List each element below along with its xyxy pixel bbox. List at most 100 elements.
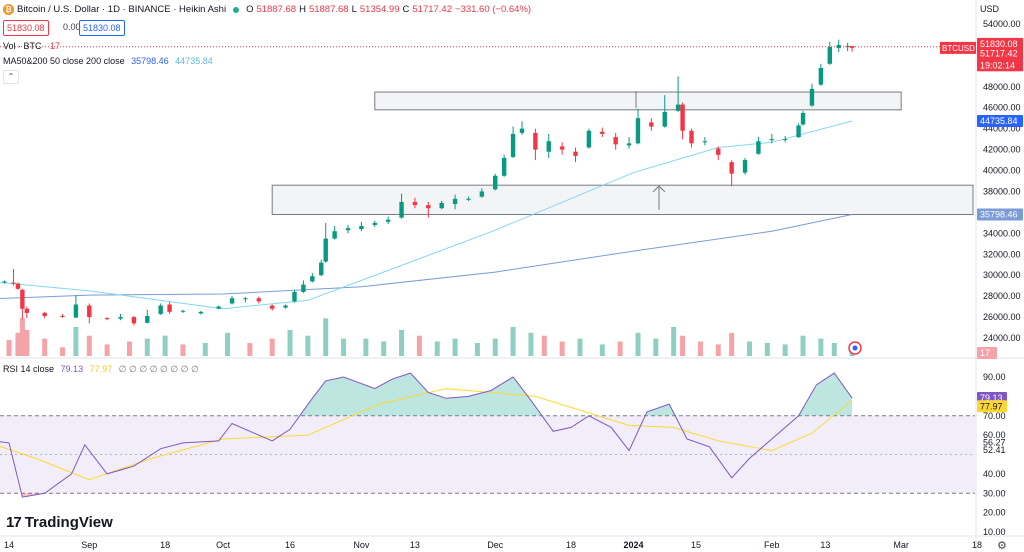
candle-body	[104, 318, 110, 320]
rsi-tick-label: 90.00	[983, 372, 1006, 382]
candle-body	[158, 305, 163, 314]
open-label: O	[246, 4, 254, 15]
candle-body	[256, 298, 262, 302]
gear-icon[interactable]: ⚙	[997, 540, 1007, 552]
rsi-legend[interactable]: RSI 14 close 79.13 77.97 ∅ ∅ ∅ ∅ ∅ ∅ ∅ ∅	[3, 364, 199, 375]
volume-bar	[559, 341, 565, 356]
candle-body	[20, 289, 25, 309]
candle-body	[519, 128, 525, 133]
spread-value: 0.00	[63, 22, 81, 32]
close-value: 51717.42	[412, 4, 452, 15]
candle-body	[323, 238, 328, 262]
event-marker-dot	[852, 345, 858, 351]
volume-bar	[452, 338, 458, 356]
sell-price-button[interactable]: 51830.08	[3, 20, 49, 36]
rsi-extra-values: ∅ ∅ ∅ ∅ ∅ ∅ ∅ ∅	[118, 364, 199, 374]
volume-bar	[800, 335, 806, 356]
candle-body	[359, 226, 364, 230]
candle-body	[118, 317, 123, 319]
time-tick-label: 13	[410, 540, 420, 550]
candle-body	[836, 44, 841, 49]
volume-bar	[528, 332, 534, 356]
rsi-tick-label: 40.00	[983, 469, 1006, 479]
candle-body	[345, 228, 351, 231]
candle-body	[546, 141, 551, 152]
rsi-badge-1: 79.13	[980, 393, 1003, 403]
rsi-band	[0, 415, 975, 494]
volume-bar	[492, 338, 498, 356]
zone-1	[374, 91, 902, 111]
volume-bar	[617, 341, 623, 356]
symbol-title[interactable]: Bitcoin / U.S. Dollar · 1D · BINANCE · H…	[17, 4, 227, 15]
candle-body	[24, 308, 30, 313]
tradingview-logo-mark: 17	[6, 514, 22, 531]
price-tick-label: 42000.00	[983, 145, 1021, 155]
rsi-badge-2: 77.97	[980, 401, 1003, 411]
tradingview-logo[interactable]: 17 TradingView	[6, 514, 113, 531]
candle-body	[573, 151, 578, 156]
tradingview-logo-text: TradingView	[24, 514, 113, 531]
candle-body	[769, 139, 775, 141]
candle-body	[600, 131, 605, 134]
volume-bar	[715, 344, 721, 356]
time-tick-label: Oct	[216, 540, 231, 550]
candle-body	[42, 312, 47, 317]
volume-legend[interactable]: Vol · BTC 17	[3, 41, 60, 51]
price-tick-label: 30000.00	[983, 270, 1021, 280]
ma-legend[interactable]: MA50&200 50 close 200 close 35798.46 447…	[3, 56, 213, 66]
close-label: C	[402, 4, 410, 15]
buy-price-button[interactable]: 51830.08	[79, 20, 125, 36]
volume-bar	[144, 338, 150, 356]
candle-body	[818, 67, 824, 85]
price-tick-label: 28000.00	[983, 291, 1021, 301]
candle-body	[559, 146, 565, 150]
rsi-tick-label: 30.00	[983, 488, 1006, 498]
ma50-line	[0, 120, 853, 310]
candle-body	[145, 316, 150, 323]
volume-value: 17	[50, 41, 61, 51]
candle-body	[796, 125, 801, 138]
price-tick-label: 26000.00	[983, 312, 1021, 322]
volume-bar	[323, 318, 329, 356]
volume-bar	[60, 347, 66, 356]
volume-bar	[729, 332, 735, 356]
volume-bar	[104, 344, 110, 356]
volume-bar	[831, 342, 837, 356]
currency-selector[interactable]: USD	[980, 4, 1000, 14]
candle-body	[131, 317, 137, 324]
symbol-badge-bg	[940, 41, 976, 54]
collapse-legend-button[interactable]: ⌃	[3, 70, 19, 84]
candle-body	[2, 281, 7, 283]
candle-body	[73, 304, 79, 318]
symbol-header[interactable]: ₿ Bitcoin / U.S. Dollar · 1D · BINANCE ·…	[3, 4, 531, 15]
volume-bar	[6, 340, 12, 356]
candle-body	[243, 298, 248, 300]
candle-body	[452, 198, 458, 205]
volume-bar	[73, 327, 79, 356]
price-tick-label: 32000.00	[983, 249, 1021, 259]
volume-bar	[287, 329, 293, 356]
price-tick-label: 40000.00	[983, 166, 1021, 176]
high-label: H	[299, 4, 306, 15]
volume-bar	[680, 335, 686, 356]
time-tick-label: Mar	[893, 540, 909, 550]
candle-body	[372, 222, 377, 225]
volume-bar	[434, 341, 440, 356]
candle-body	[283, 305, 288, 308]
candle-body	[385, 219, 391, 222]
ma-value-1: 35798.46	[131, 56, 169, 66]
price-tick-label: 34000.00	[983, 228, 1021, 238]
zone-2	[271, 184, 974, 215]
candle-body	[680, 104, 685, 131]
last-price-badge: 51830.08	[980, 39, 1018, 49]
rsi-value-1: 79.13	[60, 364, 84, 374]
time-tick-label: 18	[566, 540, 576, 550]
candle-body	[167, 304, 172, 312]
close-price-badge: 51717.42	[980, 48, 1018, 58]
volume-bar	[363, 338, 369, 356]
candle-body	[426, 205, 431, 209]
symbol-badge: BTCUSD	[942, 44, 975, 53]
rsi-overbought-fill	[0, 373, 853, 416]
candle-body	[466, 198, 471, 200]
